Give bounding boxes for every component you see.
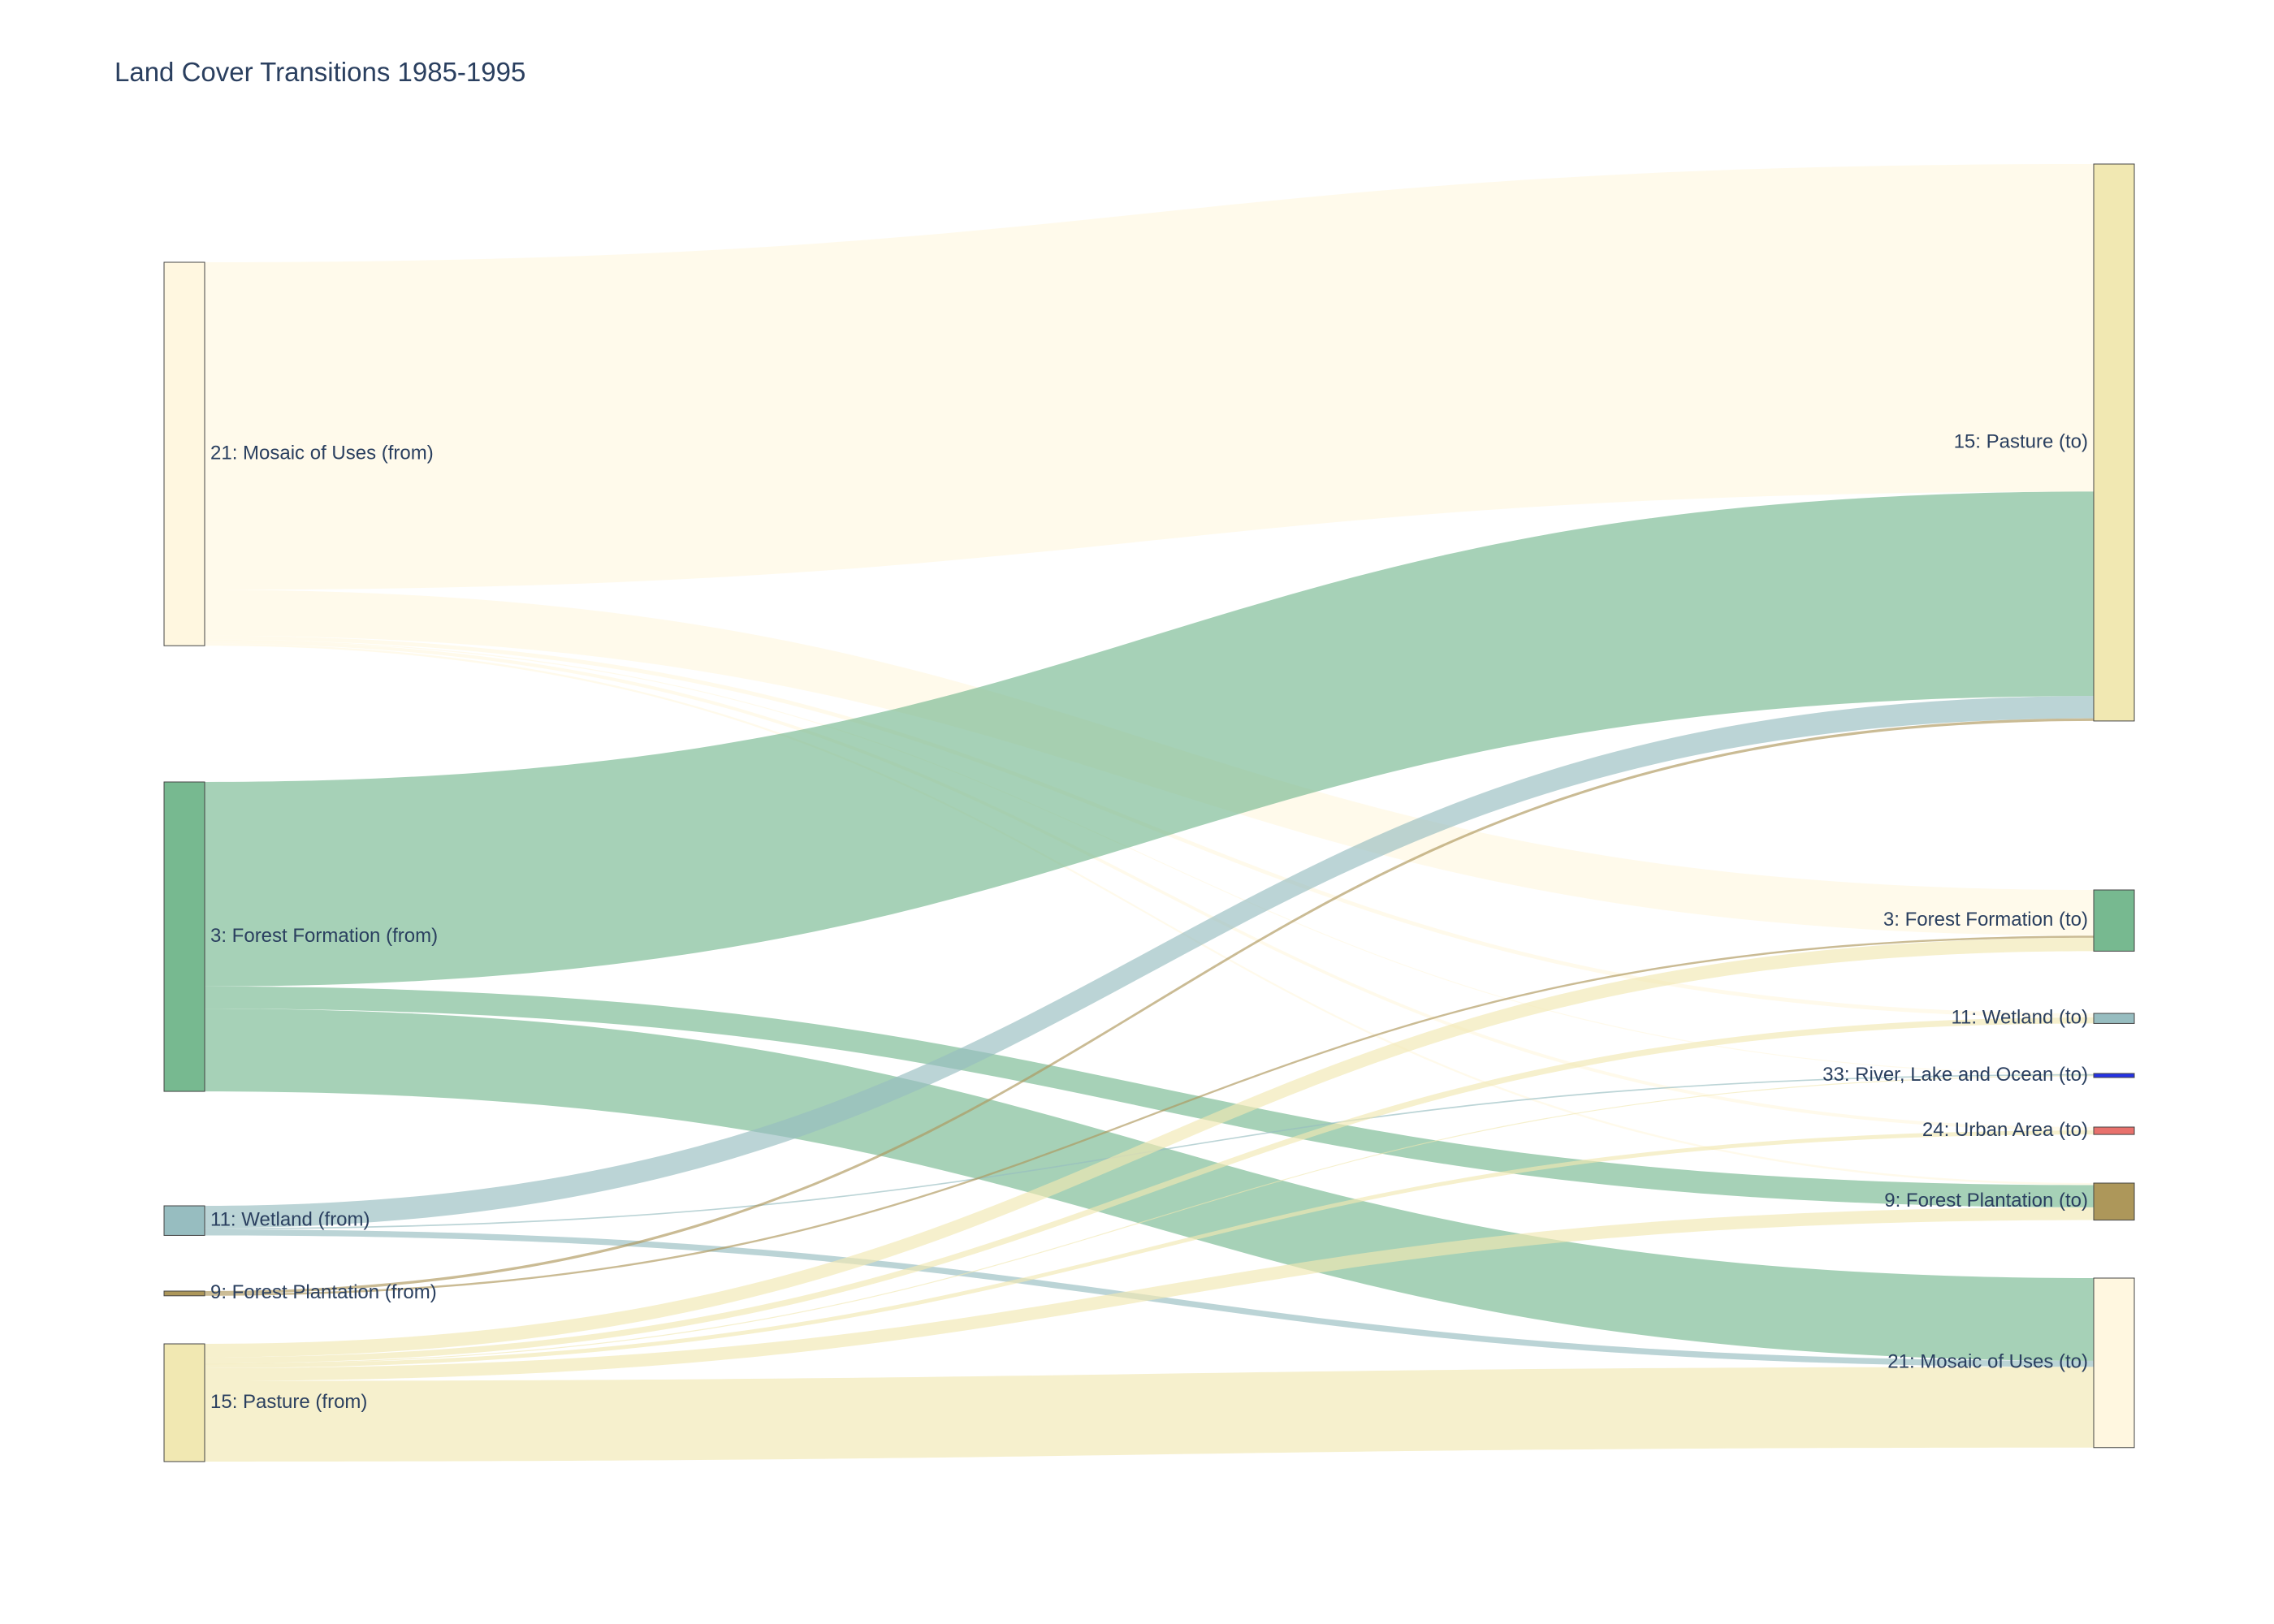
node-label-9-forest-plantation-to: 9: Forest Plantation (to)	[1884, 1190, 2088, 1212]
link-s3-to-t21[interactable]	[205, 1009, 2094, 1361]
links-layer	[205, 164, 2094, 1462]
link-s3-to-t15[interactable]	[205, 491, 2094, 987]
link-s21-to-t24[interactable]	[205, 640, 2094, 1131]
link-s15-to-t3[interactable]	[205, 937, 2094, 1358]
node-3-forest-formation-from[interactable]	[163, 781, 205, 1092]
node-label-15-pasture-to: 15: Pasture (to)	[1954, 430, 2088, 452]
node-11-wetland-from[interactable]	[163, 1205, 205, 1236]
link-s21-to-t9[interactable]	[205, 643, 2094, 1186]
node-label-3-forest-formation-to: 3: Forest Formation (to)	[1883, 909, 2088, 931]
node-9-forest-plantation-to[interactable]	[2093, 1182, 2135, 1221]
node-3-forest-formation-to[interactable]	[2093, 889, 2135, 952]
link-s15-to-t21[interactable]	[205, 1367, 2094, 1462]
node-label-9-forest-plantation-from: 9: Forest Plantation (from)	[210, 1281, 437, 1303]
link-s15-to-t9[interactable]	[205, 1207, 2094, 1381]
node-24-urban-area-to[interactable]	[2093, 1126, 2135, 1135]
node-label-11-wetland-to: 11: Wetland (to)	[1951, 1007, 2088, 1029]
chart-title: Land Cover Transitions 1985-1995	[115, 57, 525, 87]
link-s21-to-t15[interactable]	[205, 164, 2094, 590]
node-11-wetland-to[interactable]	[2093, 1013, 2135, 1024]
node-15-pasture-to[interactable]	[2093, 163, 2135, 722]
node-33-river-lake-and-ocean-to[interactable]	[2093, 1073, 2135, 1078]
node-21-mosaic-of-uses-from[interactable]	[163, 261, 205, 646]
node-label-3-forest-formation-from: 3: Forest Formation (from)	[210, 925, 438, 947]
link-s21-to-t33[interactable]	[205, 639, 2094, 1075]
node-9-forest-plantation-from[interactable]	[163, 1290, 205, 1297]
link-s15-to-t24[interactable]	[205, 1130, 2094, 1368]
link-s11-to-t15[interactable]	[205, 696, 2094, 1229]
node-15-pasture-from[interactable]	[163, 1343, 205, 1462]
nodes-layer: 21: Mosaic of Uses (from) 3: Forest Forma…	[163, 163, 2135, 1462]
node-label-33-river-lake-and-ocean-to: 33: River, Lake and Ocean (to)	[1822, 1064, 2088, 1086]
link-s15-to-t11[interactable]	[205, 1017, 2094, 1364]
node-label-24-urban-area-to: 24: Urban Area (to)	[1922, 1119, 2088, 1141]
node-label-21-mosaic-of-uses-to: 21: Mosaic of Uses (to)	[1887, 1351, 2088, 1373]
link-s9-to-t15[interactable]	[205, 718, 2094, 1294]
node-label-11-wetland-from: 11: Wetland (from)	[210, 1209, 370, 1231]
link-s9-to-t3[interactable]	[205, 935, 2094, 1296]
link-s15-to-t33[interactable]	[205, 1075, 2094, 1365]
node-label-21-mosaic-of-uses-from: 21: Mosaic of Uses (from)	[210, 442, 434, 464]
link-s3-to-t9[interactable]	[205, 986, 2094, 1207]
node-21-mosaic-of-uses-to[interactable]	[2093, 1277, 2135, 1449]
node-label-15-pasture-from: 15: Pasture (from)	[210, 1391, 367, 1413]
